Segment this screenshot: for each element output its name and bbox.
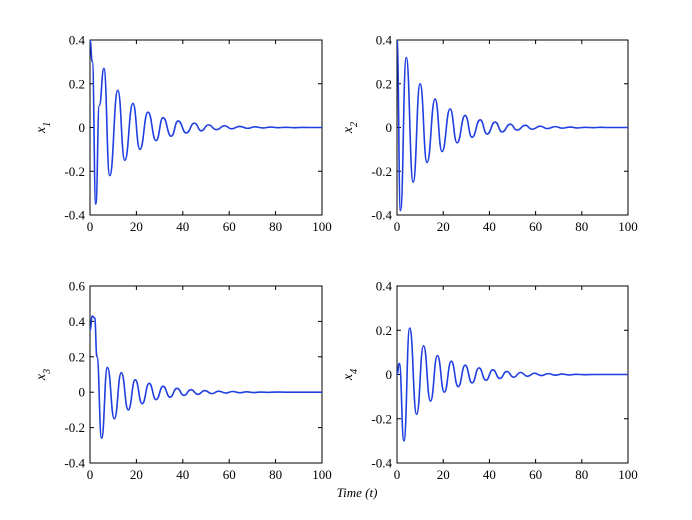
x-tick-label: 40	[176, 219, 189, 234]
subplot-1: 0 20 40 60 80 100 -0.4 -0.2 0 0.2 0.4 x1	[34, 33, 332, 235]
subplot-3: 0 20 40 60 80 100 -0.4 -0.2 0 0.2 0.4 0.6 x3	[34, 279, 332, 483]
y-tick-label: 0.4	[376, 33, 393, 48]
x-tick-label: 0	[394, 219, 401, 234]
y-tick-label: 0.4	[69, 33, 86, 48]
y-tick-label: -0.2	[64, 420, 85, 435]
x-tick-label: 40	[483, 219, 496, 234]
x-tick-label: 20	[130, 219, 143, 234]
series-line	[89, 39, 322, 205]
x-tick-label: 60	[223, 219, 236, 234]
x-tick-label: 20	[130, 467, 143, 482]
y-tick-label: 0.2	[376, 76, 392, 91]
y-axis-label: x3	[34, 369, 53, 381]
y-tick-label: 0	[79, 120, 86, 135]
series-line	[396, 327, 628, 442]
y-tick-label: 0	[386, 367, 393, 382]
x-tick-label: 40	[483, 467, 496, 482]
y-tick-label: 0.2	[376, 323, 392, 338]
x-tick-label: 100	[312, 219, 332, 234]
x-tick-label: 100	[312, 467, 332, 482]
y-axis-label-subscript: 4	[349, 369, 360, 374]
x-tick-label: 80	[269, 467, 282, 482]
y-tick-label: -0.2	[371, 164, 392, 179]
y-tick-label: -0.4	[64, 456, 85, 471]
y-axis-label-subscript: 2	[349, 122, 360, 127]
y-tick-label: 0	[79, 385, 86, 400]
x-tick-label: 0	[87, 467, 94, 482]
y-tick-label: 0.2	[69, 349, 85, 364]
y-axis-label: x1	[34, 122, 53, 134]
y-axis-label-subscript: 1	[42, 122, 53, 127]
x-tick-label: 60	[529, 219, 542, 234]
y-tick-label: 0	[386, 120, 393, 135]
x-tick-label: 20	[437, 219, 450, 234]
x-tick-label: 80	[575, 219, 588, 234]
y-tick-label: 0.4	[376, 279, 393, 294]
y-tick-label: 0.4	[69, 314, 86, 329]
axes-frame	[89, 285, 323, 464]
y-tick-label: -0.2	[64, 164, 85, 179]
x-axis-label: Time (t)	[337, 485, 378, 500]
subplot-2: 0 20 40 60 80 100 -0.4 -0.2 0 0.2 0.4 x2	[341, 33, 638, 235]
y-axis-label: x4	[341, 369, 360, 381]
x-tick-label: 20	[437, 467, 450, 482]
x-tick-label: 0	[87, 219, 94, 234]
y-tick-label: -0.4	[64, 208, 85, 223]
x-tick-label: 100	[618, 467, 638, 482]
series-line	[89, 315, 322, 440]
y-tick-label: 0.6	[69, 279, 86, 294]
x-tick-label: 60	[223, 467, 236, 482]
x-tick-label: 80	[269, 219, 282, 234]
y-tick-label: -0.4	[371, 208, 392, 223]
x-tick-label: 40	[176, 467, 189, 482]
x-tick-label: 0	[394, 467, 401, 482]
y-axis-label: x2	[341, 122, 360, 134]
x-tick-label: 100	[618, 219, 638, 234]
x-tick-label: 60	[529, 467, 542, 482]
series-line	[396, 39, 628, 212]
y-tick-label: -0.4	[371, 456, 392, 471]
subplot-4: 0 20 40 60 80 100 -0.4 -0.2 0 0.2 0.4 x4	[341, 279, 638, 483]
y-tick-label: -0.2	[371, 411, 392, 426]
y-axis-label-subscript: 3	[42, 369, 53, 375]
y-tick-label: 0.2	[69, 76, 85, 91]
x-tick-label: 80	[575, 467, 588, 482]
